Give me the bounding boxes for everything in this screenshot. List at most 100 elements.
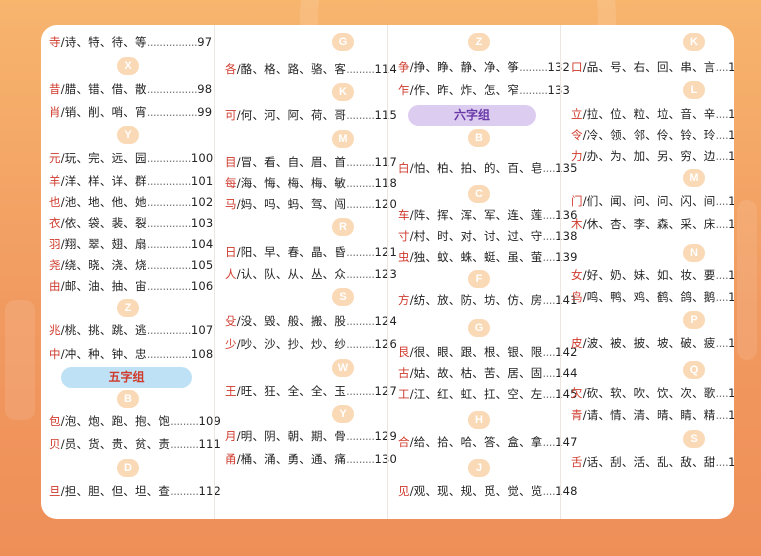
index-entry: 合/给、拾、哈、答、盒、拿....147 xyxy=(398,433,578,451)
index-leader-dots: .... xyxy=(542,387,556,401)
index-derived-characters: /村、时、对、讨、过、守 xyxy=(409,229,543,243)
index-root-character: 白 xyxy=(398,161,410,175)
index-derived-characters: /担、胆、但、坦、查 xyxy=(60,484,171,498)
index-leader-dots: ......... xyxy=(346,337,375,351)
index-derived-characters: /海、悔、梅、梅、敏 xyxy=(236,176,347,190)
index-entry: 各/酪、格、路、骆、客.........114 xyxy=(225,60,397,78)
index-entry: 工/江、红、虹、扛、空、左....145 xyxy=(398,385,578,403)
index-leader-dots: .... xyxy=(542,366,556,380)
index-derived-characters: /观、现、规、觅、觉、览 xyxy=(409,484,543,498)
index-entry: 目/冒、看、自、眉、首.........117 xyxy=(225,153,397,171)
index-entry: 羽/翔、翠、翅、扇..............104 xyxy=(49,235,213,253)
index-entry: 每/海、悔、梅、梅、敏.........118 xyxy=(225,174,397,192)
index-derived-characters: /姑、故、枯、苦、居、固 xyxy=(409,366,543,380)
index-page-number: 123 xyxy=(374,267,398,281)
index-leader-dots: .... xyxy=(542,208,556,222)
index-root-character: 青 xyxy=(571,408,583,422)
index-derived-characters: /翔、翠、翅、扇 xyxy=(60,237,147,251)
index-page-number: 153 xyxy=(728,128,734,142)
index-root-character: 寸 xyxy=(398,229,410,243)
index-leader-dots: .... xyxy=(542,229,556,243)
index-leader-dots: .... xyxy=(715,268,729,282)
alphabet-letter-badge: M xyxy=(332,130,354,148)
index-derived-characters: /腊、错、借、散 xyxy=(60,82,147,96)
index-leader-dots: ......... xyxy=(346,108,375,122)
index-leader-dots: ......... xyxy=(346,155,375,169)
index-page-number: 166 xyxy=(728,455,734,469)
index-page-number: 106 xyxy=(190,279,214,293)
index-entry: 乍/作、昨、炸、怎、窄.........133 xyxy=(398,81,570,99)
index-leader-dots: ......... xyxy=(170,414,199,428)
index-leader-dots: ......... xyxy=(346,176,375,190)
index-page-number: 118 xyxy=(374,176,398,190)
index-entry: 见/观、现、规、觅、觉、览....148 xyxy=(398,482,578,500)
index-entry: 舌/话、刮、活、乱、敌、甜....166 xyxy=(571,453,734,471)
index-entry: 古/姑、故、枯、苦、居、固....144 xyxy=(398,364,578,382)
index-entry: 青/请、情、清、晴、睛、精....165 xyxy=(571,406,734,424)
index-root-character: 月 xyxy=(225,429,237,443)
index-leader-dots: .... xyxy=(715,408,729,422)
alphabet-letter-badge: Z xyxy=(117,299,139,317)
index-root-character: 羊 xyxy=(49,174,61,188)
index-leader-dots: .............. xyxy=(146,323,192,337)
index-root-character: 女 xyxy=(571,268,583,282)
index-leader-dots: .... xyxy=(715,290,729,304)
index-leader-dots: .............. xyxy=(146,258,192,272)
index-leader-dots: .... xyxy=(542,484,556,498)
index-derived-characters: /好、奶、妹、如、妆、要 xyxy=(582,268,716,282)
index-leader-dots: ......... xyxy=(346,384,375,398)
index-root-character: 少 xyxy=(225,337,237,351)
alphabet-letter-badge: J xyxy=(468,459,490,477)
alphabet-letter-badge: W xyxy=(332,359,354,377)
index-root-character: 由 xyxy=(49,279,61,293)
index-leader-dots: .... xyxy=(542,161,556,175)
index-root-character: 王 xyxy=(225,384,237,398)
index-root-character: 木 xyxy=(571,217,583,231)
index-derived-characters: /阳、早、春、晶、昏 xyxy=(236,245,347,259)
index-leader-dots: ......... xyxy=(519,60,548,74)
background-stripe-decoration xyxy=(737,200,757,360)
index-derived-characters: /桃、挑、跳、逃 xyxy=(60,323,147,337)
index-derived-characters: /砍、软、吹、饮、次、歌 xyxy=(582,386,716,400)
index-leader-dots: ......... xyxy=(346,452,375,466)
index-entry: 令/冷、领、邻、伶、铃、玲....153 xyxy=(571,126,734,144)
index-entry: 白/怕、柏、拍、的、百、皂....135 xyxy=(398,159,578,177)
index-entry: 可/何、河、阿、荷、哥.........115 xyxy=(225,106,397,124)
index-derived-characters: /玩、完、远、园 xyxy=(60,151,147,165)
index-entry: 人/认、队、从、丛、众.........123 xyxy=(225,265,397,283)
index-derived-characters: /绕、晓、浇、烧 xyxy=(60,258,147,272)
index-page-number: 162 xyxy=(728,336,734,350)
alphabet-letter-badge: K xyxy=(332,83,354,101)
index-derived-characters: /请、情、清、晴、睛、精 xyxy=(582,408,716,422)
index-root-character: 兆 xyxy=(49,323,61,337)
index-page-number: 127 xyxy=(374,384,398,398)
index-leader-dots: .... xyxy=(715,194,729,208)
index-page-number: 121 xyxy=(374,245,398,259)
index-leader-dots: ......... xyxy=(346,245,375,259)
index-root-character: 虫 xyxy=(398,250,410,264)
index-entry: 甬/桶、涌、勇、通、痛.........130 xyxy=(225,450,397,468)
index-entry: 肖/销、削、哨、宵................99 xyxy=(49,103,212,121)
index-derived-characters: /认、队、从、丛、众 xyxy=(236,267,347,281)
index-derived-characters: /独、蚊、蛛、蜓、虽、萤 xyxy=(409,250,543,264)
index-leader-dots: ......... xyxy=(346,62,375,76)
index-root-character: 各 xyxy=(225,62,237,76)
index-entry: 木/休、杏、李、森、采、床....157 xyxy=(571,215,734,233)
index-page-number: 108 xyxy=(190,347,214,361)
index-root-character: 肖 xyxy=(49,105,61,119)
index-root-character: 旦 xyxy=(49,484,61,498)
index-leader-dots: .... xyxy=(715,217,729,231)
index-derived-characters: /品、号、右、回、串、言 xyxy=(582,60,716,74)
index-page-number: 104 xyxy=(190,237,214,251)
index-leader-dots: .... xyxy=(542,250,556,264)
index-leader-dots: .............. xyxy=(146,347,192,361)
index-page-number: 114 xyxy=(374,62,398,76)
index-entry: 少/吵、沙、抄、炒、纱.........126 xyxy=(225,335,397,353)
index-entry: 艮/很、眼、跟、根、银、限....142 xyxy=(398,343,578,361)
index-derived-characters: /邮、油、抽、宙 xyxy=(60,279,147,293)
index-root-character: 也 xyxy=(49,195,61,209)
index-leader-dots: ......... xyxy=(346,314,375,328)
index-derived-characters: /旺、狂、全、全、玉 xyxy=(236,384,347,398)
index-column-3: Z 争/挣、睁、静、净、筝.........132 乍/作、昨、炸、怎、窄.....… xyxy=(387,25,577,519)
index-page-number: 115 xyxy=(374,108,398,122)
